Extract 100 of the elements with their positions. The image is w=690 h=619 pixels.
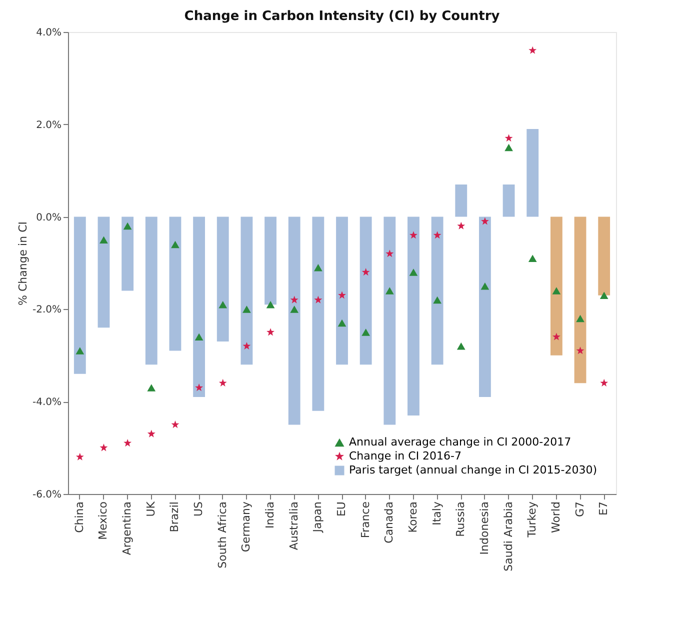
x-tick-label: Argentina — [120, 502, 134, 556]
chart-title: Change in Carbon Intensity (CI) by Country — [184, 9, 500, 24]
x-tick-label: Indonesia — [478, 502, 491, 555]
x-tick-label: China — [72, 502, 86, 533]
bar — [98, 216, 110, 328]
point — [362, 268, 370, 276]
point — [100, 236, 108, 244]
point — [576, 314, 584, 322]
point — [76, 347, 84, 354]
bar — [336, 216, 348, 365]
bar — [240, 216, 253, 365]
point — [576, 346, 584, 354]
point — [457, 222, 466, 230]
x-tick-label: UK — [144, 500, 158, 517]
x-tick-label: Italy — [430, 501, 444, 526]
point — [433, 231, 442, 239]
point — [480, 282, 490, 290]
point — [266, 328, 274, 336]
bar — [122, 216, 134, 291]
bar — [312, 216, 324, 411]
x-tick-label: Australia — [287, 502, 300, 550]
point — [528, 46, 537, 54]
bar — [360, 216, 372, 365]
point — [338, 291, 346, 299]
point — [100, 444, 108, 452]
x-tick-label: Saudi Arabia — [502, 502, 515, 572]
bar — [169, 216, 182, 351]
point — [242, 306, 251, 313]
point — [195, 384, 204, 392]
point — [433, 296, 442, 304]
x-tick-label: Russia — [454, 502, 468, 537]
point — [409, 268, 418, 276]
y-axis-title: % Change in CI — [16, 221, 30, 306]
point — [266, 300, 275, 308]
point — [600, 292, 608, 299]
bar — [74, 216, 86, 374]
point — [218, 378, 227, 387]
point — [552, 287, 561, 294]
bar — [264, 216, 276, 305]
x-tick-label: Turkey — [526, 501, 539, 538]
y-tick-label: 2.0% — [36, 120, 62, 131]
point — [504, 134, 513, 142]
point — [528, 254, 537, 262]
point — [76, 452, 84, 460]
point — [171, 420, 180, 428]
bar — [455, 184, 468, 217]
bar — [431, 216, 444, 365]
point — [218, 300, 228, 308]
bar — [550, 216, 562, 356]
point — [386, 250, 394, 258]
x-tick-label: Japan — [311, 501, 324, 534]
legend-label: Annual average change in CI 2000-2017 — [349, 436, 572, 448]
point — [338, 319, 346, 327]
y-tick-label: 4.0% — [36, 28, 62, 38]
bar — [145, 216, 158, 365]
point — [290, 296, 298, 304]
point — [123, 222, 132, 230]
point — [552, 332, 560, 340]
x-tick-label: G7 — [573, 502, 586, 518]
bar — [288, 216, 300, 425]
point — [600, 378, 608, 387]
x-tick-label: World — [549, 502, 562, 534]
point — [385, 287, 394, 294]
legend-label: Change in CI 2016-7 — [349, 450, 462, 462]
bar — [384, 216, 396, 425]
bar — [216, 216, 229, 342]
bar — [574, 216, 586, 384]
x-tick-label: Korea — [406, 502, 420, 533]
y-tick-label: -2.0% — [32, 304, 62, 316]
point — [362, 328, 370, 336]
x-tick-label: E7 — [597, 502, 610, 516]
point — [147, 430, 156, 438]
bar — [526, 129, 539, 217]
bar — [193, 216, 205, 397]
point — [242, 342, 251, 350]
legend-label: Paris target (annual change in CI 2015-2030) — [349, 464, 598, 476]
point — [504, 144, 513, 152]
x-tick-label: Germany — [240, 501, 253, 552]
x-tick-label: US — [192, 501, 206, 517]
y-tick-label: -6.0% — [32, 490, 62, 500]
x-tick-label: South Africa — [216, 502, 229, 568]
point — [314, 264, 322, 272]
y-tick-label: -4.0% — [32, 397, 62, 408]
bar — [479, 216, 491, 397]
point — [314, 296, 322, 304]
x-tick-label: France — [358, 501, 372, 538]
x-tick-label: Mexico — [96, 501, 110, 540]
x-tick-label: India — [264, 502, 277, 528]
x-tick-label: Brazil — [168, 502, 182, 532]
point — [171, 240, 180, 248]
bar — [598, 216, 610, 296]
bar — [502, 184, 515, 217]
bar — [408, 216, 420, 416]
x-tick-label: EU — [335, 502, 348, 517]
point — [456, 342, 466, 350]
point — [147, 384, 156, 392]
point — [194, 333, 204, 341]
y-tick-label: 0.0% — [36, 212, 62, 224]
point — [480, 217, 489, 225]
x-tick-label: Canada — [382, 502, 396, 544]
